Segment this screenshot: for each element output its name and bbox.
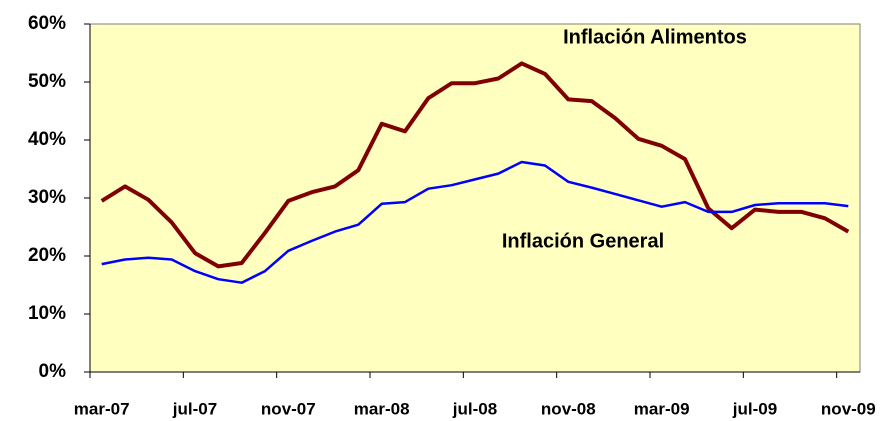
series-label: Inflación General <box>502 230 664 252</box>
series-line <box>100 61 850 269</box>
x-tick-label: mar-09 <box>634 399 690 418</box>
y-tick-label: 20% <box>28 245 66 266</box>
series-line <box>101 160 849 284</box>
x-tick-label: jul-09 <box>732 399 777 418</box>
series-label: Inflación Alimentos <box>563 26 747 48</box>
plot-area <box>89 23 861 373</box>
y-tick-label: 60% <box>28 13 66 34</box>
y-tick-label: 30% <box>28 187 66 208</box>
y-tick-label: 10% <box>28 303 66 324</box>
x-tick-label: jul-08 <box>452 399 497 418</box>
x-tick-label: nov-08 <box>541 399 596 418</box>
x-tick-label: nov-07 <box>261 399 316 418</box>
y-tick-label: 50% <box>28 71 66 92</box>
y-tick-label: 0% <box>39 361 67 382</box>
x-tick-label: mar-07 <box>74 399 130 418</box>
y-tick-label: 40% <box>28 129 66 150</box>
x-tick-label: nov-09 <box>821 399 876 418</box>
x-tick-label: jul-07 <box>172 399 217 418</box>
x-tick-label: mar-08 <box>354 399 410 418</box>
